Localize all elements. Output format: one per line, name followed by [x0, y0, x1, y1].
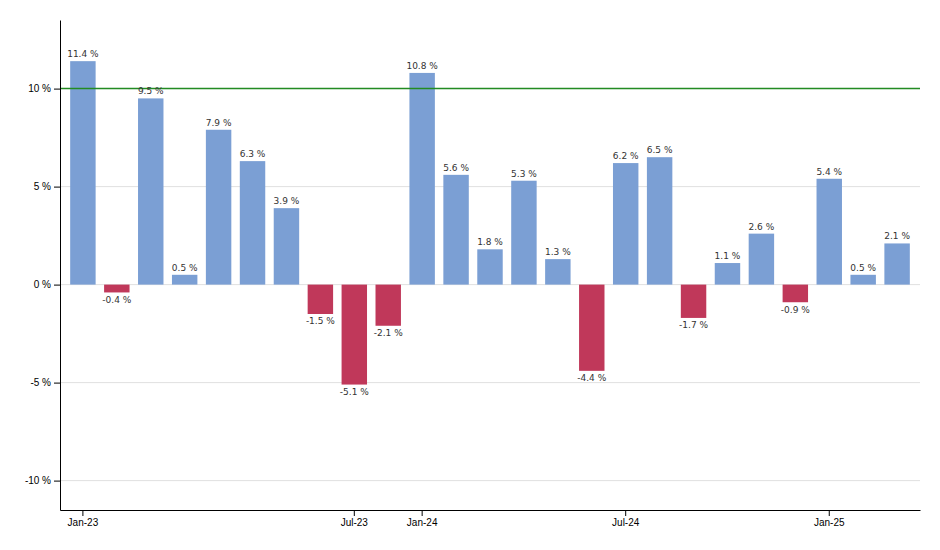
data-label: 9.5 %	[138, 86, 164, 96]
data-label: 6.5 %	[647, 145, 673, 155]
y-tick: -10 %	[25, 475, 60, 486]
x-tick: Jan-24	[407, 510, 438, 528]
grid-line	[60, 186, 920, 187]
bar	[511, 181, 536, 285]
x-tick-mark	[82, 510, 83, 516]
x-tick: Jul-24	[612, 510, 640, 528]
data-label: 6.3 %	[240, 149, 266, 159]
data-label: -0.4 %	[102, 295, 131, 305]
bar	[206, 130, 231, 285]
data-label: 10.8 %	[406, 61, 438, 71]
data-label: 5.4 %	[816, 167, 842, 177]
data-label: 3.9 %	[274, 196, 300, 206]
y-tick-mark	[54, 285, 60, 286]
bar	[681, 285, 706, 318]
y-axis: -10 % -5 % 0 % 5 % 10 %	[25, 21, 61, 511]
bar	[545, 259, 570, 284]
x-tick-mark	[354, 510, 355, 516]
y-tick: 5 %	[34, 181, 60, 192]
x-tick-label: Jan-23	[68, 517, 99, 528]
bar	[308, 285, 333, 314]
data-label: 1.3 %	[545, 247, 571, 257]
bar	[850, 275, 875, 285]
y-tick-label: 5 %	[34, 181, 51, 192]
grid-line	[60, 480, 920, 481]
bar	[104, 285, 129, 293]
data-label: 7.9 %	[206, 118, 232, 128]
x-tick-label: Jan-24	[407, 517, 438, 528]
y-tick: 0 %	[34, 279, 60, 290]
bar	[443, 175, 468, 285]
data-label: 0.5 %	[172, 263, 198, 273]
bar	[749, 234, 774, 285]
data-label: 2.6 %	[749, 222, 775, 232]
bar	[274, 208, 299, 284]
bar	[579, 285, 604, 371]
grid	[60, 89, 920, 481]
x-tick-label: Jan-25	[814, 517, 845, 528]
bar	[647, 157, 672, 284]
bar	[783, 285, 808, 303]
data-label: 11.4 %	[67, 49, 99, 59]
data-label: 5.3 %	[511, 169, 537, 179]
bar	[70, 61, 95, 284]
x-tick: Jan-25	[814, 510, 845, 528]
data-label: -0.9 %	[781, 305, 810, 315]
bar	[884, 243, 909, 284]
bar	[477, 249, 502, 284]
grid-line	[60, 382, 920, 383]
data-label: -2.1 %	[374, 328, 403, 338]
data-label: 6.2 %	[613, 151, 639, 161]
bar	[715, 263, 740, 285]
data-label: -5.1 %	[340, 387, 369, 397]
grid-line	[60, 88, 920, 89]
data-label: 5.6 %	[443, 163, 469, 173]
x-tick-mark	[829, 510, 830, 516]
y-tick-mark	[54, 89, 60, 90]
y-tick-label: -5 %	[30, 377, 51, 388]
bar	[138, 98, 163, 284]
data-label: -1.7 %	[679, 320, 708, 330]
y-tick: 10 %	[28, 83, 60, 94]
x-tick: Jan-23	[68, 510, 99, 528]
x-tick-mark	[422, 510, 423, 516]
y-tick-mark	[54, 383, 60, 384]
y-tick-label: -10 %	[25, 475, 51, 486]
bar	[817, 179, 842, 285]
plot-area	[60, 61, 920, 384]
bar	[409, 73, 434, 285]
x-tick: Jul-23	[341, 510, 369, 528]
x-tick-mark	[625, 510, 626, 516]
y-tick-mark	[54, 187, 60, 188]
y-tick-mark	[54, 481, 60, 482]
bar	[376, 285, 401, 326]
y-tick-label: 10 %	[28, 83, 51, 94]
bar	[240, 161, 265, 284]
data-label: 0.5 %	[850, 263, 876, 273]
y-tick: -5 %	[30, 377, 60, 388]
x-tick-label: Jul-23	[341, 517, 369, 528]
chart: -10 % -5 % 0 % 5 % 10 % Jan-23 Jul-23 Jan-24 Jul…	[0, 0, 940, 550]
y-axis-line	[60, 21, 61, 511]
x-axis-line	[61, 510, 921, 511]
data-label: 1.8 %	[477, 237, 503, 247]
data-labels: 11.4 % -0.4 % 9.5 % 0.5 % 7.9 % 6.3 % 3.9 % -1.…	[67, 49, 910, 397]
bar	[613, 163, 638, 285]
y-tick-label: 0 %	[34, 279, 51, 290]
data-label: -4.4 %	[577, 373, 606, 383]
data-label: 1.1 %	[715, 251, 741, 261]
data-label: -1.5 %	[306, 316, 335, 326]
x-tick-label: Jul-24	[612, 517, 640, 528]
bar	[342, 285, 367, 385]
reference-line	[60, 88, 920, 90]
data-label: 2.1 %	[884, 231, 910, 241]
bar	[172, 275, 197, 285]
x-axis: Jan-23 Jul-23 Jan-24 Jul-24 Jan-25	[61, 510, 921, 528]
